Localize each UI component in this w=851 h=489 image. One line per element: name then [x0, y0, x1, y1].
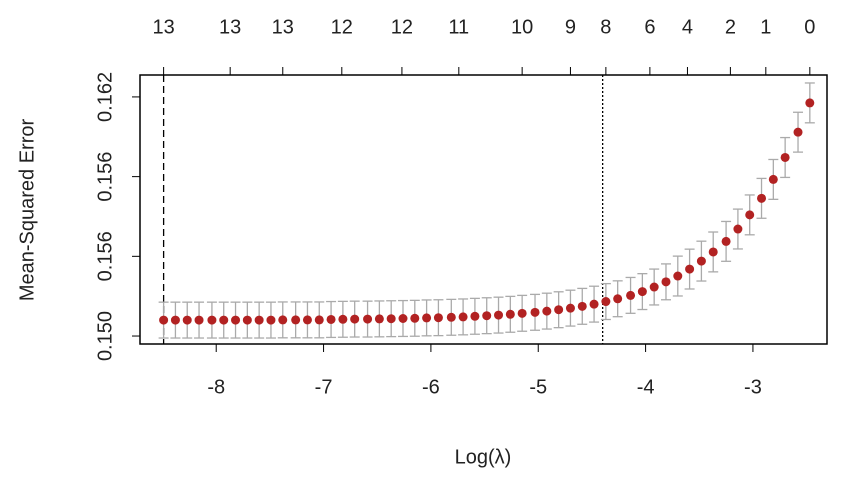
- point: [182, 315, 192, 325]
- point: [374, 314, 384, 324]
- point: [278, 315, 288, 325]
- point: [757, 193, 767, 203]
- point: [793, 127, 803, 137]
- top-tick-label: 13: [152, 16, 174, 38]
- point: [458, 312, 468, 322]
- point: [386, 314, 396, 324]
- point: [565, 303, 575, 313]
- point: [708, 247, 718, 257]
- x-tick-label: -8: [207, 376, 225, 398]
- point: [266, 315, 276, 325]
- x-axis-label: Log(λ): [455, 446, 512, 468]
- top-tick-label: 9: [565, 16, 576, 38]
- point: [363, 314, 373, 324]
- point: [733, 224, 743, 234]
- point: [626, 290, 636, 300]
- point: [530, 307, 540, 317]
- x-tick-label: -4: [637, 376, 655, 398]
- point: [338, 314, 348, 324]
- top-tick-label: 0: [804, 16, 815, 38]
- point: [291, 315, 301, 325]
- point: [685, 264, 695, 274]
- point: [231, 315, 241, 325]
- point: [433, 313, 443, 323]
- point: [805, 98, 815, 108]
- top-tick-label: 2: [725, 16, 736, 38]
- top-tick-label: 13: [272, 16, 294, 38]
- point: [302, 315, 312, 325]
- point: [696, 256, 706, 266]
- top-tick-label: 8: [600, 16, 611, 38]
- point: [470, 311, 480, 321]
- top-tick-label: 11: [448, 16, 469, 38]
- point: [780, 152, 790, 162]
- point: [673, 271, 683, 281]
- point: [589, 299, 599, 309]
- point: [649, 282, 659, 292]
- point: [661, 277, 671, 287]
- point: [219, 315, 229, 325]
- point: [601, 297, 611, 307]
- point: [554, 305, 564, 315]
- point: [159, 315, 169, 325]
- top-tick-label: 1: [760, 16, 771, 38]
- y-tick-label: 0.156: [94, 231, 116, 281]
- point: [721, 236, 731, 246]
- top-tick-label: 12: [391, 16, 413, 38]
- point: [745, 210, 755, 220]
- point: [410, 313, 420, 323]
- point: [517, 308, 527, 318]
- point: [542, 306, 552, 316]
- point: [326, 314, 336, 324]
- point: [768, 174, 778, 184]
- top-tick-label: 6: [644, 16, 655, 38]
- point: [170, 315, 180, 325]
- top-tick-label: 4: [682, 16, 693, 38]
- point: [350, 314, 360, 324]
- y-tick-label: 0.150: [94, 311, 116, 361]
- top-tick-label: 12: [331, 16, 353, 38]
- point: [398, 313, 408, 323]
- point: [613, 294, 623, 304]
- x-tick-label: -5: [529, 376, 547, 398]
- x-tick-label: -6: [422, 376, 440, 398]
- point: [637, 287, 647, 297]
- point: [482, 311, 492, 321]
- point: [446, 312, 456, 322]
- x-tick-label: -7: [315, 376, 333, 398]
- x-tick-label: -3: [744, 376, 762, 398]
- point: [242, 315, 252, 325]
- point: [422, 313, 432, 323]
- y-tick-label: 0.162: [94, 72, 116, 122]
- point: [254, 315, 264, 325]
- point: [194, 315, 204, 325]
- point: [314, 315, 324, 325]
- top-tick-label: 10: [511, 16, 533, 38]
- point: [207, 315, 217, 325]
- plot-frame: [139, 74, 828, 345]
- point: [505, 309, 515, 319]
- y-tick-label: 0.156: [94, 152, 116, 202]
- point: [577, 301, 587, 311]
- top-tick-label: 13: [219, 16, 241, 38]
- y-axis-label: Mean-Squared Error: [16, 119, 38, 302]
- point: [494, 310, 504, 320]
